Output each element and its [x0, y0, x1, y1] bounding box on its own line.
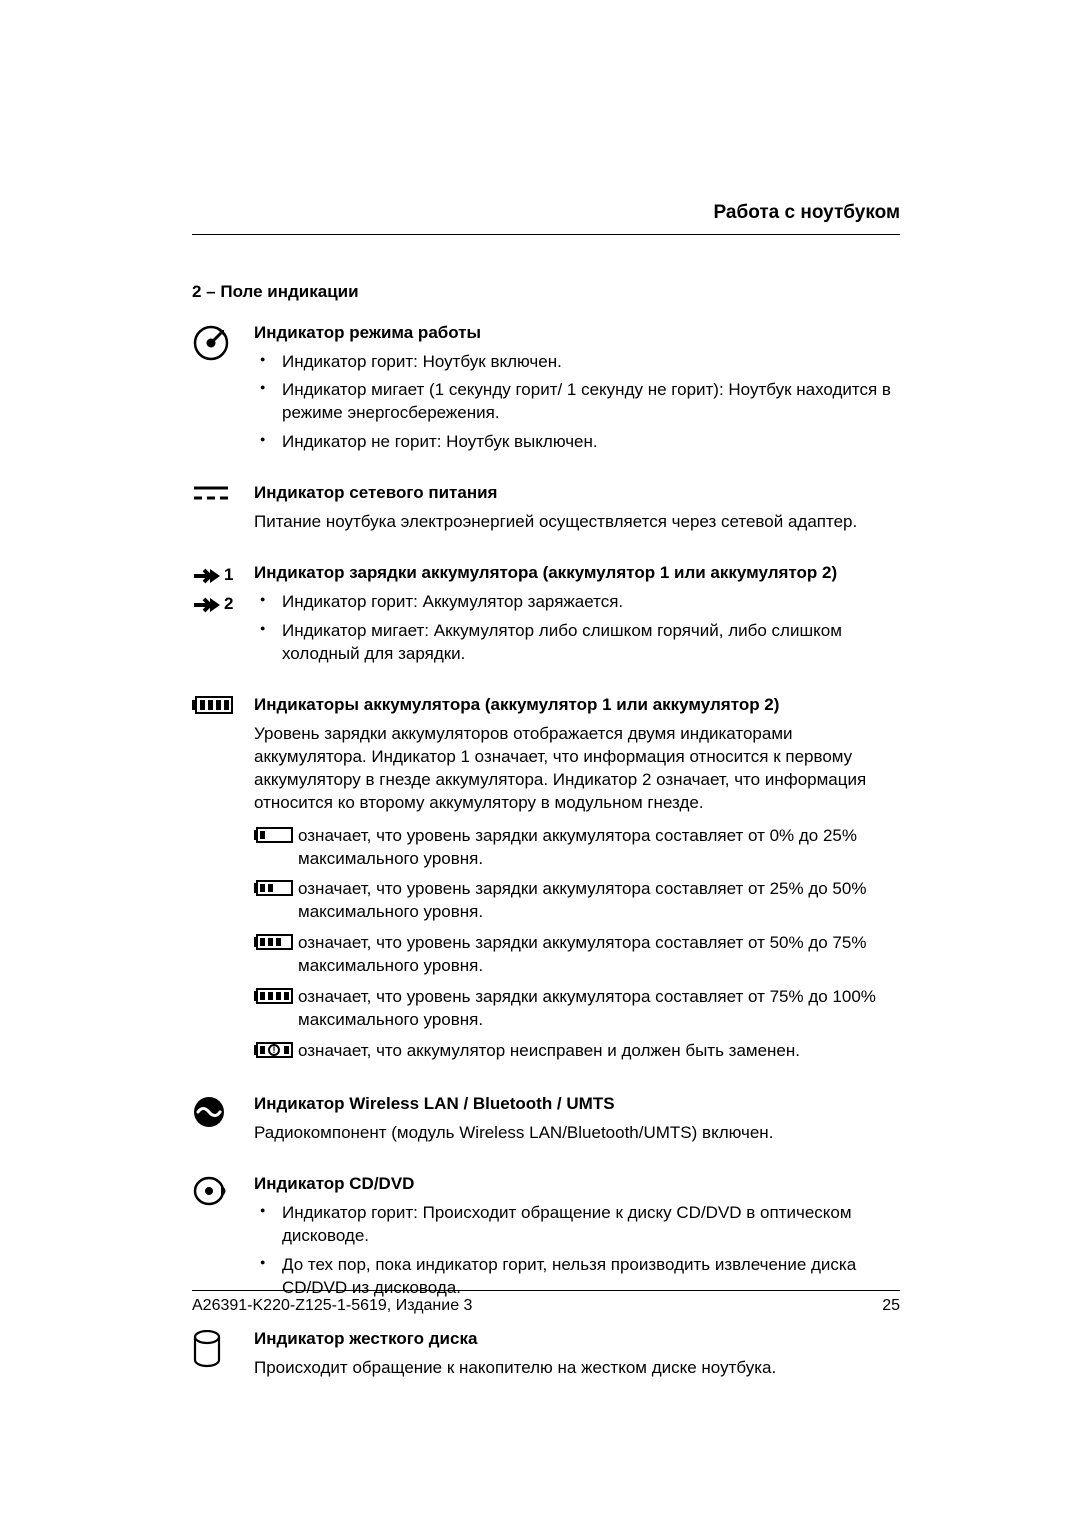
svg-text:!: !: [273, 1045, 276, 1055]
cd-dvd-icon: [192, 1175, 232, 1207]
charge-row: 1 2 Индикатор зарядки аккумулятора (акку…: [192, 562, 900, 672]
bullet-item: Индикатор не горит: Ноутбук выключен.: [282, 431, 900, 454]
battery-level-text: означает, что уровень зарядки аккумулято…: [298, 986, 900, 1032]
battery-level-line: означает, что уровень зарядки аккумулято…: [254, 932, 900, 978]
battery-indicator-icon: [192, 696, 234, 714]
battery-level-line: означает, что уровень зарядки аккумулято…: [254, 825, 900, 871]
mains-heading: Индикатор сетевого питания: [254, 482, 900, 505]
battery-heading: Индикаторы аккумулятора (аккумулятор 1 и…: [254, 694, 900, 717]
bullet-item: Индикатор мигает (1 секунду горит/ 1 сек…: [282, 379, 900, 425]
power-mode-heading: Индикатор режима работы: [254, 322, 900, 345]
cd-row: Индикатор CD/DVD Индикатор горит: Происх…: [192, 1173, 900, 1306]
charge-bullets: Индикатор горит: Аккумулятор заряжается.…: [254, 591, 900, 666]
arrow-label-2: 2: [224, 593, 233, 616]
cd-heading: Индикатор CD/DVD: [254, 1173, 900, 1196]
battery-level-icon: [254, 988, 298, 1004]
arrow-label-1: 1: [224, 564, 233, 587]
mains-text: Питание ноутбука электроэнергией осущест…: [254, 511, 900, 534]
battery-level-line: означает, что уровень зарядки аккумулято…: [254, 986, 900, 1032]
power-mode-bullets: Индикатор горит: Ноутбук включен. Индика…: [254, 351, 900, 455]
bullet-item: Индикатор горит: Аккумулятор заряжается.: [282, 591, 900, 614]
footer-doc-id: A26391-K220-Z125-1-5619, Издание 3: [192, 1295, 472, 1317]
battery-level-icon: [254, 880, 298, 896]
bullet-item: Индикатор горит: Происходит обращение к …: [282, 1202, 900, 1248]
battery-fault-text: означает, что аккумулятор неисправен и д…: [298, 1040, 900, 1063]
hdd-heading: Индикатор жесткого диска: [254, 1328, 900, 1351]
page-footer: A26391-K220-Z125-1-5619, Издание 3 25: [192, 1290, 900, 1317]
mains-power-icon: [192, 484, 230, 504]
battery-intro: Уровень зарядки аккумуляторов отображает…: [254, 723, 900, 815]
battery-level-line: означает, что уровень зарядки аккумулято…: [254, 878, 900, 924]
wireless-heading: Индикатор Wireless LAN / Bluetooth / UMT…: [254, 1093, 900, 1116]
charge-arrows-icon: 1 2: [192, 564, 233, 616]
battery-fault-line: ! означает, что аккумулятор неисправен и…: [254, 1040, 900, 1063]
power-mode-icon: [192, 324, 230, 362]
bullet-item: Индикатор мигает: Аккумулятор либо слишк…: [282, 620, 900, 666]
page-header-title: Работа с ноутбуком: [192, 200, 900, 235]
mains-row: Индикатор сетевого питания Питание ноутб…: [192, 482, 900, 540]
battery-row: Индикаторы аккумулятора (аккумулятор 1 и…: [192, 694, 900, 1071]
wireless-icon: [192, 1095, 226, 1129]
section-title: 2 – Поле индикации: [192, 281, 900, 304]
footer-page-number: 25: [882, 1295, 900, 1317]
hdd-row: Индикатор жесткого диска Происходит обра…: [192, 1328, 900, 1386]
bullet-item: Индикатор горит: Ноутбук включен.: [282, 351, 900, 374]
wireless-row: Индикатор Wireless LAN / Bluetooth / UMT…: [192, 1093, 900, 1151]
charge-heading: Индикатор зарядки аккумулятора (аккумуля…: [254, 562, 900, 585]
battery-fault-icon: !: [254, 1042, 298, 1058]
battery-level-text: означает, что уровень зарядки аккумулято…: [298, 878, 900, 924]
power-mode-row: Индикатор режима работы Индикатор горит:…: [192, 322, 900, 461]
wireless-text: Радиокомпонент (модуль Wireless LAN/Blue…: [254, 1122, 900, 1145]
battery-level-icon: [254, 934, 298, 950]
hdd-icon: [192, 1330, 222, 1368]
battery-level-text: означает, что уровень зарядки аккумулято…: [298, 932, 900, 978]
hdd-text: Происходит обращение к накопителю на жес…: [254, 1357, 900, 1380]
battery-level-text: означает, что уровень зарядки аккумулято…: [298, 825, 900, 871]
page-content: Работа с ноутбуком 2 – Поле индикации Ин…: [0, 0, 1080, 1467]
battery-level-icon: [254, 827, 298, 843]
cd-bullets: Индикатор горит: Происходит обращение к …: [254, 1202, 900, 1300]
